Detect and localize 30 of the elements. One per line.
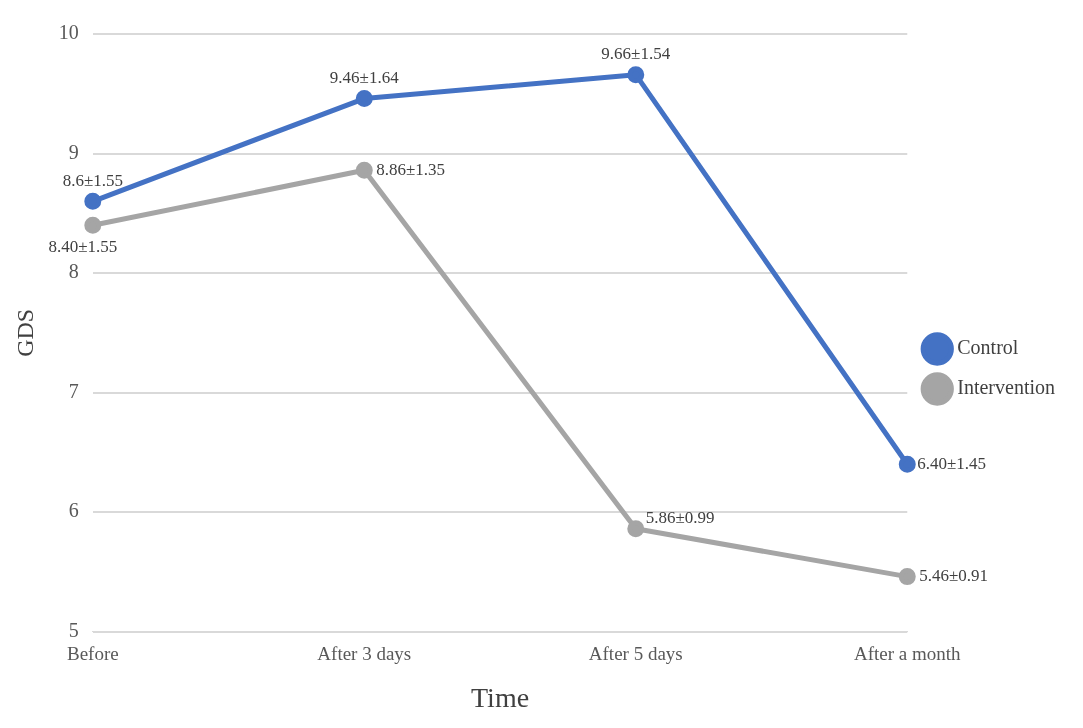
point (898, 455, 916, 473)
point (627, 66, 645, 84)
y-tick-label: 10 (58, 21, 79, 44)
data-label: 5.46±0.91 (919, 566, 989, 586)
y-tick-label: 6 (68, 499, 79, 522)
y-axis-title: GDS (11, 308, 38, 357)
x-tick-label: After 3 days (317, 642, 412, 664)
data-label: 8.86±1.35 (376, 159, 446, 179)
x-tick-label: After a month (853, 642, 962, 664)
data-label: 9.66±1.54 (601, 44, 671, 64)
legend-label: Control (957, 336, 1019, 359)
y-tick-label: 9 (68, 140, 79, 163)
point (355, 90, 373, 108)
legend-label: Intervention (957, 376, 1056, 399)
y-tick-label: 5 (68, 618, 79, 641)
point (627, 520, 645, 538)
point (84, 192, 102, 210)
y-tick-label: 8 (68, 260, 79, 283)
x-axis-title: Time (470, 681, 530, 713)
data-label: 8.40±1.55 (48, 236, 118, 256)
data-label: 5.86±0.99 (645, 508, 715, 528)
point (355, 161, 373, 179)
data-label: 9.46±1.64 (329, 68, 400, 88)
data-label: 8.6±1.55 (62, 170, 123, 190)
x-tick-label: After 5 days (588, 642, 683, 664)
x-tick-label: Before (66, 642, 119, 664)
y-tick-label: 7 (68, 379, 79, 402)
data-label: 6.40±1.45 (917, 453, 987, 473)
point (84, 216, 102, 234)
point (898, 568, 916, 586)
